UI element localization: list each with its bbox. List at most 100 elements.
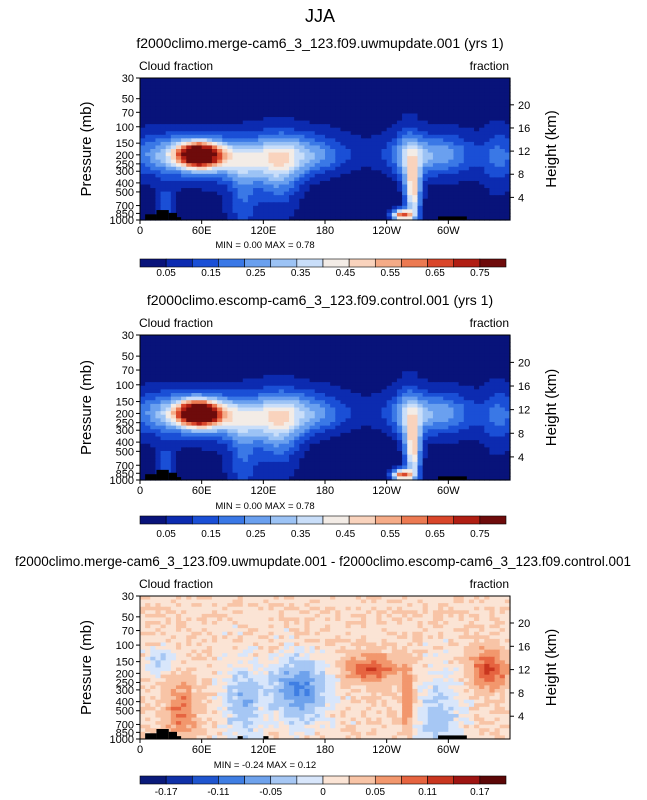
heatmap-cell: [165, 414, 172, 419]
heatmap-cell: [258, 353, 264, 358]
heatmap-cell: [309, 371, 316, 376]
heatmap-cell: [494, 184, 501, 189]
heatmap-cell: [196, 367, 203, 372]
heatmap-cell: [268, 92, 275, 97]
heatmap-cell: [484, 393, 491, 398]
heatmap-cell: [366, 422, 372, 427]
heatmap-cell: [304, 99, 311, 104]
heatmap-cell: [232, 414, 239, 419]
heatmap-cell: [232, 385, 239, 390]
heatmap-cell: [181, 145, 187, 150]
heatmap-cell: [247, 81, 254, 86]
heatmap-cell: [304, 180, 311, 186]
heatmap-cell: [355, 338, 362, 343]
heatmap-cell: [165, 422, 172, 427]
heatmap-cell: [319, 127, 326, 132]
heatmap-cell: [314, 202, 321, 207]
heatmap-cell: [386, 149, 393, 154]
heatmap-cell: [489, 418, 496, 423]
heatmap-cell: [217, 78, 223, 83]
heatmap-cell: [309, 131, 316, 136]
heatmap-cell: [335, 356, 342, 361]
heatmap-cell: [443, 159, 449, 164]
heatmap-cell: [258, 205, 264, 210]
heatmap-cell: [309, 102, 316, 107]
heatmap-cell: [150, 184, 157, 189]
heatmap-cell: [140, 141, 146, 147]
heatmap-cell: [222, 349, 228, 354]
heatmap-cell: [160, 364, 167, 369]
heatmap-cell: [340, 95, 347, 100]
heatmap-cell: [494, 353, 501, 358]
heatmap-cell: [196, 389, 203, 394]
heatmap-cell: [499, 407, 506, 412]
heatmap-cell: [273, 188, 280, 193]
heatmap-cell: [417, 393, 424, 398]
heatmap-cell: [448, 382, 455, 387]
heatmap-cell: [155, 414, 162, 419]
heatmap-cell: [438, 403, 444, 409]
heatmap-cell: [222, 177, 228, 182]
heatmap-cell: [191, 432, 198, 438]
heatmap-cell: [140, 389, 146, 394]
heatmap-cell: [175, 382, 182, 387]
heatmap-cell: [242, 95, 249, 100]
heatmap-cell: [325, 166, 331, 171]
heatmap-cell: [237, 418, 244, 423]
heatmap-cell: [484, 145, 491, 150]
heatmap-cell: [160, 166, 167, 171]
heatmap-cell: [376, 141, 383, 147]
heatmap-cell: [314, 205, 321, 210]
heatmap-cell: [463, 141, 470, 147]
heatmap-cell: [474, 407, 480, 412]
heatmap-cell: [325, 95, 331, 100]
heatmap-cell: [484, 349, 491, 354]
heatmap-cell: [242, 117, 249, 122]
heatmap-cell: [350, 382, 357, 387]
heatmap-cell: [263, 393, 270, 398]
heatmap-cell: [206, 378, 213, 383]
heatmap-cell: [463, 170, 470, 175]
heatmap-cell: [170, 364, 177, 369]
heatmap-cell: [432, 124, 439, 129]
heatmap-cell: [453, 166, 460, 171]
heatmap-cell: [458, 188, 465, 193]
heatmap-cell: [422, 138, 429, 143]
heatmap-cell: [330, 342, 336, 347]
heatmap-cell: [330, 88, 336, 93]
heatmap-cell: [247, 85, 254, 90]
heatmap-cell: [396, 425, 403, 430]
heatmap-cell: [438, 173, 444, 178]
heatmap-cell: [330, 173, 336, 178]
heatmap-cell: [247, 371, 254, 376]
heatmap-cell: [422, 88, 429, 93]
heatmap-cell: [402, 85, 408, 90]
heatmap-cell: [489, 403, 496, 409]
heatmap-cell: [165, 429, 172, 434]
heatmap-cell: [140, 212, 146, 218]
heatmap-cell: [504, 407, 511, 412]
heatmap-cell: [309, 163, 316, 168]
heatmap-cell: [140, 191, 146, 196]
heatmap-cell: [376, 400, 383, 405]
heatmap-cell: [443, 141, 449, 147]
heatmap-cell: [217, 163, 223, 168]
heatmap-cell: [443, 198, 449, 203]
heatmap-cell: [494, 418, 501, 423]
heatmap-cell: [474, 205, 480, 210]
heatmap-cell: [376, 124, 383, 129]
heatmap-cell: [160, 345, 167, 351]
heatmap-cell: [376, 364, 383, 369]
heatmap-cell: [417, 216, 424, 221]
heatmap-cell: [376, 407, 383, 412]
heatmap-cell: [412, 124, 419, 129]
heatmap-cell: [155, 134, 162, 139]
heatmap-cell: [253, 127, 259, 132]
heatmap-cell: [350, 120, 357, 125]
heatmap-cell: [417, 422, 424, 427]
heatmap-cell: [170, 124, 177, 129]
heatmap-cell: [504, 345, 511, 351]
heatmap-cell: [494, 156, 501, 161]
heatmap-cell: [443, 345, 449, 351]
heatmap-cell: [155, 159, 162, 164]
